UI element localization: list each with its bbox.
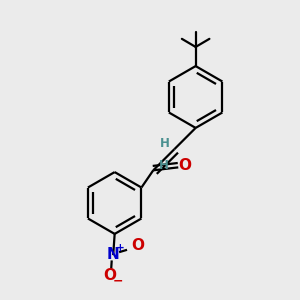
- Text: H: H: [160, 137, 170, 150]
- Text: O: O: [131, 238, 144, 253]
- Text: H: H: [159, 158, 169, 172]
- Text: O: O: [104, 268, 117, 283]
- Text: N: N: [107, 247, 120, 262]
- Text: O: O: [178, 158, 191, 173]
- Text: −: −: [112, 274, 123, 287]
- Text: +: +: [116, 243, 124, 253]
